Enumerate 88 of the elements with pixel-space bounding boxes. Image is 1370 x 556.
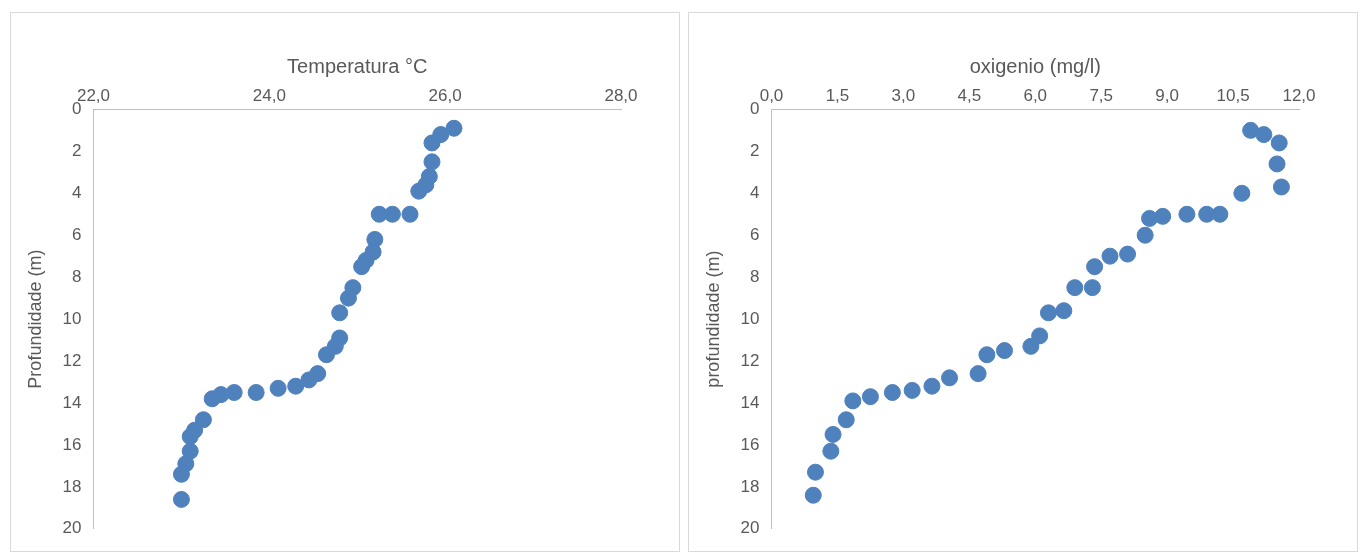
point bbox=[423, 153, 441, 171]
y-tick-label: 10 bbox=[740, 308, 760, 328]
point bbox=[923, 377, 941, 395]
point bbox=[1039, 304, 1057, 322]
point bbox=[1022, 337, 1040, 355]
y-tick-label: 20 bbox=[62, 518, 82, 538]
y-tick-label: 0 bbox=[750, 99, 760, 119]
point bbox=[339, 289, 357, 307]
point bbox=[822, 442, 840, 460]
y-tick-label: 4 bbox=[72, 182, 82, 202]
point bbox=[1086, 258, 1104, 276]
point bbox=[995, 342, 1013, 360]
point bbox=[1233, 184, 1251, 202]
point bbox=[300, 371, 318, 389]
point bbox=[172, 490, 190, 508]
point bbox=[401, 205, 419, 223]
x-tick-label: 0,0 bbox=[759, 85, 784, 105]
point bbox=[824, 425, 842, 443]
point bbox=[883, 384, 901, 401]
y-tick-label: 8 bbox=[72, 266, 82, 286]
x-tick-label: 4,5 bbox=[957, 85, 982, 105]
x-tick-label: 12,0 bbox=[1282, 85, 1316, 105]
point bbox=[1119, 245, 1137, 263]
y-tick-label: 18 bbox=[62, 476, 82, 496]
y-tick-label: 2 bbox=[750, 141, 760, 161]
y-tick-label: 20 bbox=[740, 518, 760, 538]
y-tick-label: 16 bbox=[740, 434, 760, 454]
point bbox=[1031, 327, 1049, 345]
point bbox=[1242, 121, 1260, 139]
y-tick-label: 12 bbox=[62, 350, 82, 370]
point bbox=[1198, 205, 1216, 223]
x-tick-label: 1,5 bbox=[825, 85, 850, 105]
y-tick-label: 16 bbox=[62, 434, 82, 454]
x-tick-label: 26,0 bbox=[428, 85, 462, 105]
x-tick-label: 3,0 bbox=[891, 85, 916, 105]
point bbox=[181, 428, 199, 446]
point bbox=[1066, 279, 1084, 297]
point bbox=[423, 134, 441, 152]
y-tick-label: 6 bbox=[72, 224, 82, 244]
x-tick-label: 6,0 bbox=[1023, 85, 1048, 105]
point bbox=[317, 346, 335, 364]
y-tick-label: 4 bbox=[750, 182, 760, 202]
x-tick-label: 28,0 bbox=[604, 85, 638, 105]
point bbox=[353, 258, 371, 276]
point bbox=[1178, 205, 1196, 223]
y-tick-label: 6 bbox=[750, 224, 760, 244]
point bbox=[1141, 209, 1159, 227]
x-tick-label: 10,5 bbox=[1216, 85, 1250, 105]
point bbox=[903, 381, 921, 399]
y-tick-label: 10 bbox=[62, 308, 82, 328]
point bbox=[804, 486, 822, 504]
y-tick-label: 8 bbox=[750, 266, 760, 286]
x-axis-title: Temperatura °C bbox=[287, 54, 428, 77]
x-tick-label: 24,0 bbox=[252, 85, 286, 105]
point bbox=[837, 411, 855, 429]
point bbox=[941, 369, 959, 387]
point bbox=[1055, 302, 1073, 320]
y-tick-label: 18 bbox=[740, 476, 760, 496]
y-axis-title: profundidade (m) bbox=[702, 250, 723, 388]
point bbox=[844, 392, 862, 410]
x-tick-label: 9,0 bbox=[1155, 85, 1179, 105]
point bbox=[1136, 226, 1154, 244]
point bbox=[269, 379, 287, 397]
point bbox=[1255, 126, 1273, 144]
y-tick-label: 14 bbox=[62, 392, 82, 412]
y-tick-label: 12 bbox=[740, 350, 760, 370]
point bbox=[1270, 134, 1288, 152]
y-tick-label: 14 bbox=[740, 392, 760, 412]
point bbox=[1272, 178, 1290, 196]
x-axis-title: oxigenio (mg/l) bbox=[969, 54, 1101, 77]
point bbox=[978, 346, 996, 364]
y-tick-label: 2 bbox=[72, 141, 82, 161]
point bbox=[410, 182, 428, 200]
point bbox=[247, 384, 265, 401]
point bbox=[969, 365, 987, 383]
point bbox=[370, 205, 388, 223]
point bbox=[1101, 247, 1119, 265]
x-tick-label: 7,5 bbox=[1089, 85, 1114, 105]
point bbox=[172, 465, 190, 483]
point bbox=[445, 119, 463, 137]
point bbox=[861, 388, 879, 406]
point bbox=[331, 304, 349, 322]
point bbox=[1268, 155, 1286, 173]
y-axis-title: Profundidade (m) bbox=[24, 249, 45, 389]
point bbox=[287, 377, 305, 395]
point bbox=[1083, 279, 1101, 297]
point bbox=[806, 463, 824, 481]
point bbox=[203, 390, 221, 408]
